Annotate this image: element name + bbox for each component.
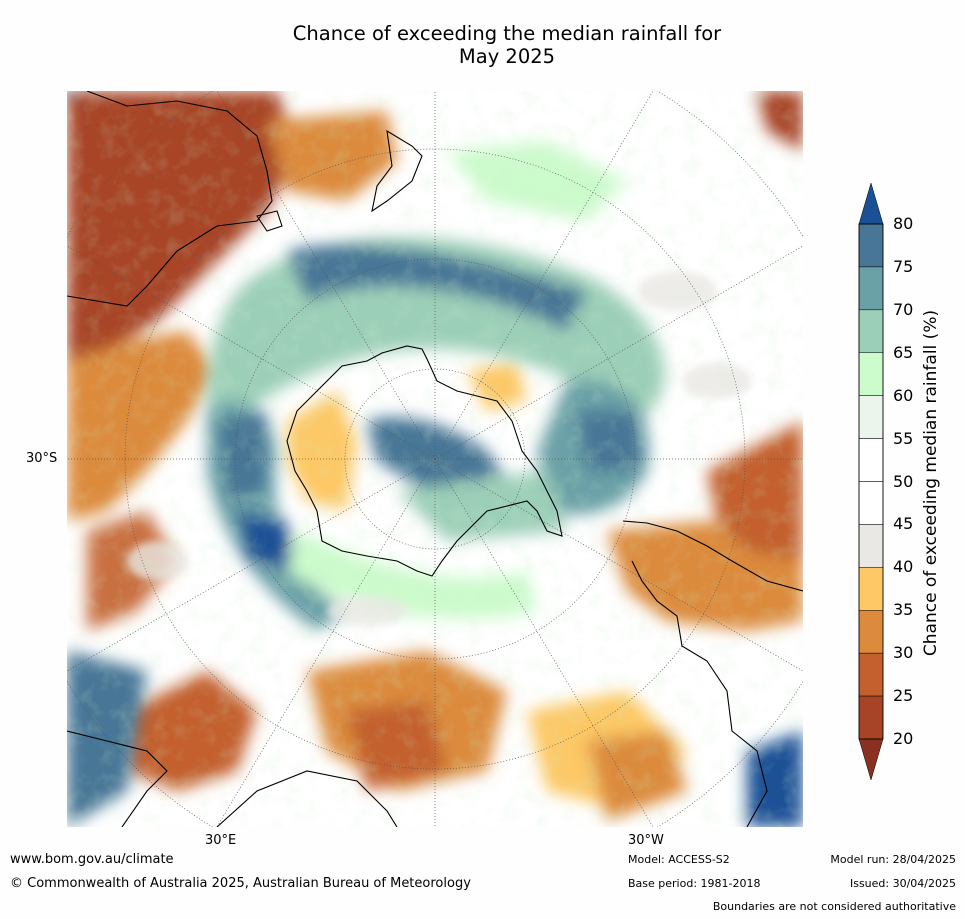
polar-rainfall-map <box>67 91 803 827</box>
footer-issued: Issued: 30/04/2025 <box>849 877 956 890</box>
colorbar-tick-label: 20 <box>893 729 914 748</box>
new-zealand-coast <box>371 129 423 213</box>
colorbar <box>858 182 884 781</box>
title-line-1: Chance of exceeding the median rainfall … <box>292 22 722 45</box>
colorbar-tick-label: 35 <box>893 600 914 620</box>
footer-copyright: © Commonwealth of Australia 2025, Austra… <box>10 876 471 891</box>
colorbar-block <box>858 223 884 268</box>
footer-base-period: Base period: 1981-2018 <box>628 877 761 890</box>
colorbar-blocks <box>858 223 884 740</box>
colorbar-block <box>858 438 884 482</box>
title-line-2: May 2025 <box>458 45 556 68</box>
chart-title: Chance of exceeding the median rainfall … <box>0 22 965 68</box>
colorbar-tick-label: 50 <box>893 471 914 491</box>
map-svg <box>67 91 803 827</box>
colorbar-block <box>858 481 884 525</box>
colorbar-tick-label: 70 <box>893 299 914 319</box>
colorbar-block <box>858 695 884 740</box>
colorbar-block <box>858 610 884 654</box>
colorbar-block <box>858 266 884 311</box>
colorbar-block <box>858 567 884 611</box>
australia-coast <box>67 91 273 307</box>
colorbar-tick-label: 25 <box>893 686 914 706</box>
colorbar-block <box>858 309 884 353</box>
africa-coast <box>67 730 398 827</box>
colorbar-tick-label: 65 <box>893 342 914 362</box>
colorbar-block <box>858 524 884 568</box>
colorbar-tick-label: 30 <box>893 643 914 663</box>
colorbar-tick-label: 80 <box>893 214 914 233</box>
colorbar-top-arrow <box>858 182 884 225</box>
footer-website: www.bom.gov.au/climate <box>10 852 174 867</box>
colorbar-tick-label: 55 <box>893 428 914 448</box>
graticule <box>67 91 803 827</box>
colorbar-tick-label: 45 <box>893 514 914 534</box>
colorbar-block <box>858 395 884 439</box>
lat-label-30s: 30°S <box>26 451 58 466</box>
footer-model-run: Model run: 28/04/2025 <box>830 853 956 866</box>
colorbar-tick-label: 60 <box>893 385 914 405</box>
colorbar-tick-label: 40 <box>893 557 914 577</box>
coastlines <box>67 91 803 827</box>
colorbar-tick-label: 75 <box>893 256 914 276</box>
colorbar-title: Chance of exceeding median rainfall (%) <box>921 309 941 657</box>
footer-model: Model: ACCESS-S2 <box>628 853 730 866</box>
colorbar-block <box>858 352 884 396</box>
colorbar-frame <box>858 223 884 740</box>
antarctica-coast <box>286 345 563 577</box>
colorbar-bottom-arrow <box>858 738 884 781</box>
lon-label-30w: 30°W <box>628 833 664 848</box>
tasmania-coast <box>256 210 283 232</box>
footer-boundaries: Boundaries are not considered authoritat… <box>712 900 956 913</box>
colorbar-block <box>858 652 884 697</box>
south-america-coast <box>622 520 803 827</box>
lon-label-30e: 30°E <box>205 833 237 848</box>
